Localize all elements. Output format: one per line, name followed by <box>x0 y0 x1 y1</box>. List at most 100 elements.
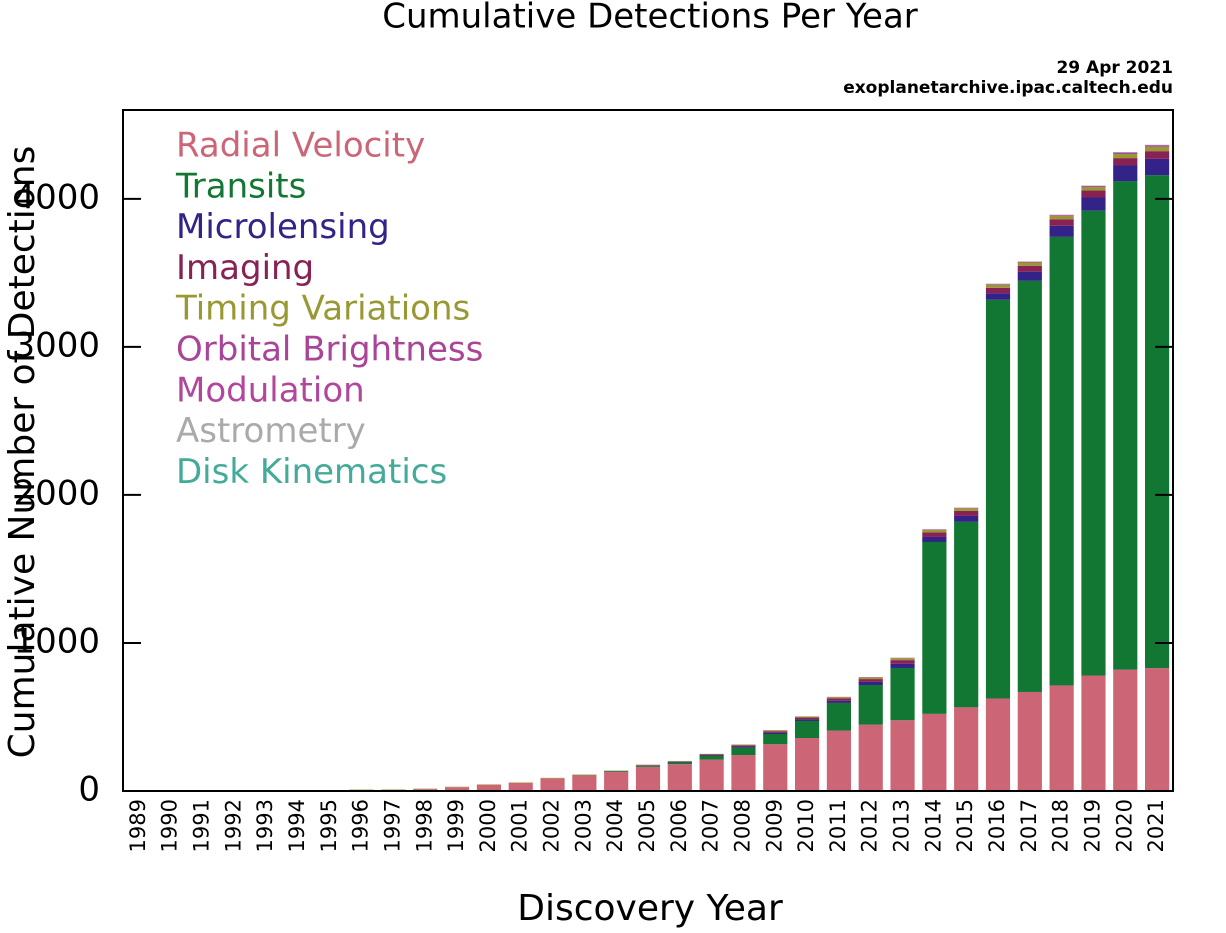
bar-segment <box>508 782 533 791</box>
bar-segment <box>985 287 1011 294</box>
bar-segment <box>1113 181 1138 670</box>
bar-segment <box>731 745 756 747</box>
bar-segment <box>763 730 788 732</box>
bar-segment <box>826 698 851 701</box>
bar-segment <box>1081 675 1106 791</box>
x-tick-label: 2011 <box>826 799 850 852</box>
bar-segment <box>954 510 979 516</box>
legend-entry: Radial Velocity <box>176 126 425 166</box>
legend-entry: Disk Kinematics <box>176 452 447 492</box>
bar-segment <box>795 719 820 721</box>
bar-segment <box>1049 685 1074 791</box>
x-tick-label: 1989 <box>126 799 150 852</box>
bar-segment <box>1113 158 1138 166</box>
bar-segment <box>540 778 565 791</box>
bar-segment <box>826 730 851 791</box>
bar-segment <box>922 713 947 791</box>
x-tick-label: 2005 <box>635 799 659 852</box>
legend-entry: Microlensing <box>176 207 390 247</box>
bar-segment <box>1017 262 1042 266</box>
bar-segment <box>890 660 915 664</box>
bar-segment <box>922 529 947 533</box>
x-tick-label: 2013 <box>890 799 914 852</box>
bar-segment <box>572 775 597 791</box>
bar-segment <box>922 532 947 537</box>
legend-entry: Transits <box>175 166 306 206</box>
y-tick-label: 4000 <box>13 177 100 217</box>
bar-segment <box>1113 153 1138 159</box>
bar-segment <box>1017 261 1042 263</box>
bar-segment <box>1017 265 1042 272</box>
bar-segment <box>826 702 851 731</box>
bar-segment <box>763 732 788 735</box>
bar-segment <box>1145 158 1170 176</box>
bar-segment <box>1017 691 1042 791</box>
bar-segment <box>985 698 1011 791</box>
x-tick-label: 2015 <box>953 799 977 852</box>
chart-title: Cumulative Detections Per Year <box>382 0 918 37</box>
bar-segment <box>985 299 1011 699</box>
bar-segment <box>858 679 883 682</box>
x-tick-label: 2006 <box>667 799 691 852</box>
bar-segment <box>476 784 501 791</box>
bar-segment <box>795 717 820 720</box>
bar-segment <box>1049 236 1074 686</box>
bar-segment <box>604 771 629 773</box>
bar-segment <box>954 508 979 511</box>
x-tick-label: 2000 <box>476 799 500 852</box>
legend-entry: Orbital Brightness <box>176 330 483 370</box>
bar-segment <box>1081 190 1106 198</box>
x-tick-label: 2001 <box>508 799 532 852</box>
x-tick-label: 2020 <box>1112 799 1136 852</box>
x-tick-label: 2019 <box>1080 799 1104 852</box>
x-tick-label: 2018 <box>1049 799 1073 852</box>
bar-segment <box>985 284 1011 288</box>
bar-segment <box>1017 271 1042 281</box>
bar-segment <box>858 681 883 686</box>
bar-segment <box>1081 186 1106 191</box>
x-axis-label: Discovery Year <box>517 888 783 929</box>
bar-segment <box>1049 219 1074 226</box>
bar-segment <box>858 677 883 680</box>
bar-segment <box>731 746 756 748</box>
legend-entry: Modulation <box>176 370 365 410</box>
bar-segment <box>699 759 724 791</box>
bar-segment <box>1113 152 1138 154</box>
bar-segment <box>890 667 915 721</box>
bar-segment <box>667 764 692 791</box>
bar-segment <box>699 754 724 756</box>
bar-segment <box>795 738 820 791</box>
bar-segment <box>635 765 661 767</box>
bar-segment <box>731 744 756 746</box>
bar-segment <box>922 536 947 542</box>
y-tick-label: 3000 <box>13 325 100 365</box>
bar-segment <box>445 787 470 791</box>
x-tick-label: 2010 <box>794 799 818 852</box>
x-tick-label: 1999 <box>444 799 468 852</box>
y-tick-label: 2000 <box>13 473 100 513</box>
x-tick-label: 1994 <box>285 799 309 852</box>
bar-segment <box>890 658 915 661</box>
bar-segment <box>922 541 947 714</box>
bar-segment <box>985 284 1011 285</box>
bar-segment <box>858 724 883 791</box>
x-tick-label: 1995 <box>317 799 341 852</box>
bar-segment <box>667 761 692 763</box>
bar-segment <box>1113 669 1138 791</box>
x-tick-label: 2008 <box>730 799 754 852</box>
date-note: 29 Apr 2021 <box>1056 58 1173 78</box>
bar-segment <box>699 753 724 755</box>
bar-segment <box>1081 186 1106 187</box>
x-tick-label: 1998 <box>412 799 436 852</box>
legend-entry: Astrometry <box>176 411 366 451</box>
y-tick-label: 1000 <box>13 621 100 661</box>
bar-segment <box>763 744 788 791</box>
bar-segment <box>604 772 629 791</box>
x-tick-label: 2007 <box>699 799 723 852</box>
plot-frame <box>122 109 1174 792</box>
x-tick-label: 1991 <box>190 799 214 852</box>
x-tick-label: 2003 <box>571 799 595 852</box>
bar-segment <box>1049 215 1074 220</box>
